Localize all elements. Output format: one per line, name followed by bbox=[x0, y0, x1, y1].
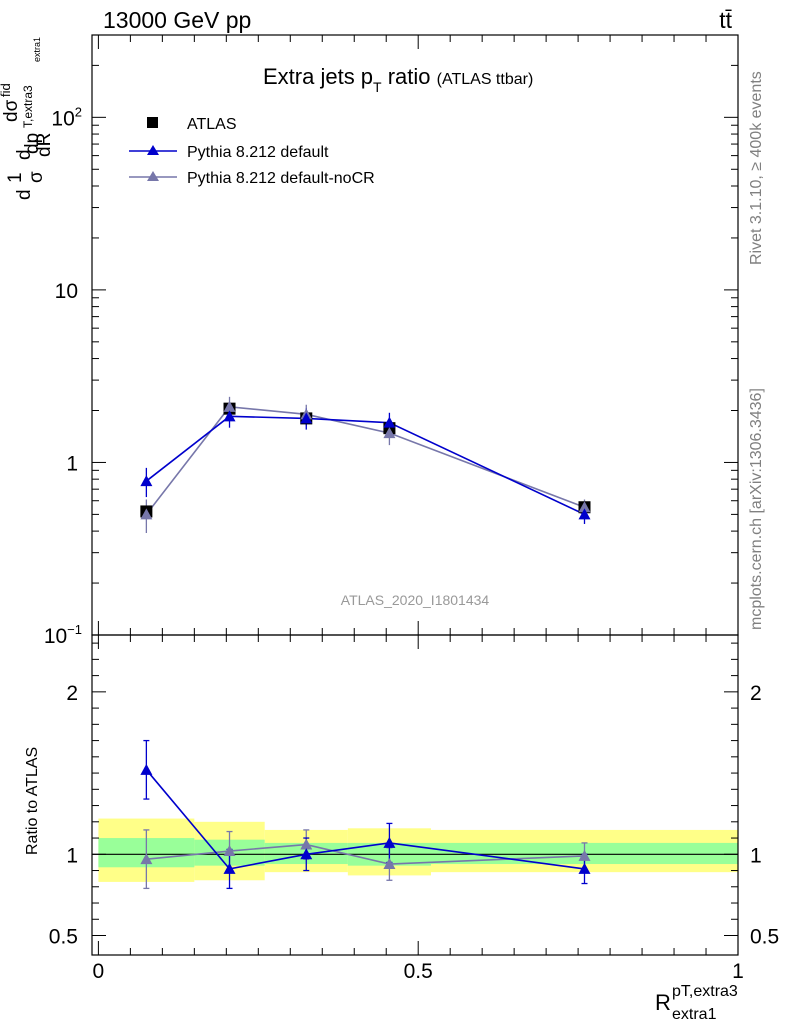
legend-label-default: Pythia 8.212 default bbox=[187, 144, 329, 161]
y-tick-label: 10 bbox=[55, 280, 78, 303]
x-tick-label: 0 bbox=[93, 960, 105, 983]
svg-text:extra1: extra1 bbox=[32, 37, 42, 62]
mcplots-label: mcplots.cern.ch [arXiv:1306.3436] bbox=[748, 388, 765, 630]
data-point-triangle bbox=[578, 501, 591, 513]
ratio-point bbox=[578, 862, 591, 874]
series-line bbox=[145, 415, 585, 516]
y-tick-label: 102 bbox=[51, 104, 82, 130]
legend-label-nocr: Pythia 8.212 default-noCR bbox=[187, 170, 375, 187]
ratio-point bbox=[300, 838, 313, 850]
process-label: tt̄ bbox=[719, 7, 732, 33]
svg-text:d: d bbox=[14, 189, 35, 200]
x-axis-label: R bbox=[655, 990, 671, 1015]
x-tick-label: 0.5 bbox=[404, 960, 433, 983]
ratio-point bbox=[140, 763, 153, 775]
ratio-y-tick-label-right: 0.5 bbox=[750, 926, 779, 949]
svg-text:1: 1 bbox=[5, 172, 26, 183]
svg-text:fid: fid bbox=[0, 83, 13, 97]
x-axis-label-sup: pT,extra3 bbox=[672, 983, 738, 1000]
main-panel: 10−1 1 10 102 Extra jets pT ratio (ATLAS tt… bbox=[0, 34, 739, 648]
data-point-triangle bbox=[223, 400, 236, 412]
data-point-triangle bbox=[223, 410, 236, 422]
data-point-triangle bbox=[578, 508, 591, 520]
ratio-y-tick-label-right: 1 bbox=[750, 844, 762, 867]
series-line bbox=[145, 406, 585, 515]
x-axis-label-sub: extra1 bbox=[672, 1006, 717, 1023]
svg-text:dσ: dσ bbox=[1, 99, 22, 122]
data-point-triangle bbox=[383, 427, 396, 439]
ratio-point bbox=[383, 836, 396, 848]
data-point-triangle bbox=[383, 416, 396, 428]
legend-marker-default bbox=[147, 145, 159, 155]
legend: ATLAS Pythia 8.212 default Pythia 8.212 … bbox=[129, 116, 375, 187]
ratio-axis-ticks: 0.5 0.5 1 1 2 2 0 0.5 1 bbox=[49, 635, 779, 983]
legend-label-atlas: ATLAS bbox=[187, 116, 237, 133]
plot-title: Extra jets pT ratio (ATLAS ttbar) bbox=[263, 64, 533, 95]
legend-marker-atlas bbox=[147, 117, 158, 128]
ratio-point bbox=[300, 848, 313, 860]
energy-label: 13000 GeV pp bbox=[103, 7, 251, 33]
ratio-point bbox=[140, 853, 153, 865]
ratio-point bbox=[223, 845, 236, 857]
ratio-point bbox=[578, 849, 591, 861]
ratio-point bbox=[383, 858, 396, 870]
ratio-y-tick-label: 2 bbox=[66, 682, 78, 705]
x-tick-label: 1 bbox=[732, 960, 744, 983]
main-y-axis-label: d 1 σ d dσ fid dp T,extra3 extra1 dR bbox=[0, 37, 55, 200]
ratio-y-tick-label-right: 2 bbox=[750, 682, 762, 705]
main-axis-ticks: 10−1 1 10 102 bbox=[44, 34, 739, 648]
rivet-label: Rivet 3.1.10, ≥ 400k events bbox=[748, 71, 765, 265]
ratio-y-axis-label: Ratio to ATLAS bbox=[24, 747, 41, 855]
svg-text:σ: σ bbox=[26, 171, 47, 183]
y-tick-label: 10−1 bbox=[44, 622, 82, 648]
data-point-triangle bbox=[140, 508, 153, 520]
data-point-triangle bbox=[300, 412, 313, 424]
watermark-label: ATLAS_2020_I1801434 bbox=[341, 592, 490, 608]
ratio-panel-frame bbox=[91, 634, 739, 956]
ratio-data-layer bbox=[140, 739, 591, 890]
legend-marker-nocr bbox=[147, 171, 159, 181]
ratio-y-tick-label: 1 bbox=[66, 844, 78, 867]
data-point-triangle bbox=[140, 475, 153, 487]
main-data-layer bbox=[140, 396, 591, 534]
svg-text:T,extra3: T,extra3 bbox=[21, 85, 35, 128]
svg-text:d: d bbox=[14, 149, 35, 160]
svg-text:dR: dR bbox=[34, 133, 55, 157]
svg-text:dp: dp bbox=[22, 133, 43, 154]
ratio-panel: 0.5 0.5 1 1 2 2 0 0.5 1 Ratio to ATLAS R pT,extr… bbox=[24, 634, 779, 1023]
ratio-y-tick-label: 0.5 bbox=[49, 926, 78, 949]
ratio-point bbox=[223, 862, 236, 874]
y-tick-label: 1 bbox=[66, 452, 78, 475]
